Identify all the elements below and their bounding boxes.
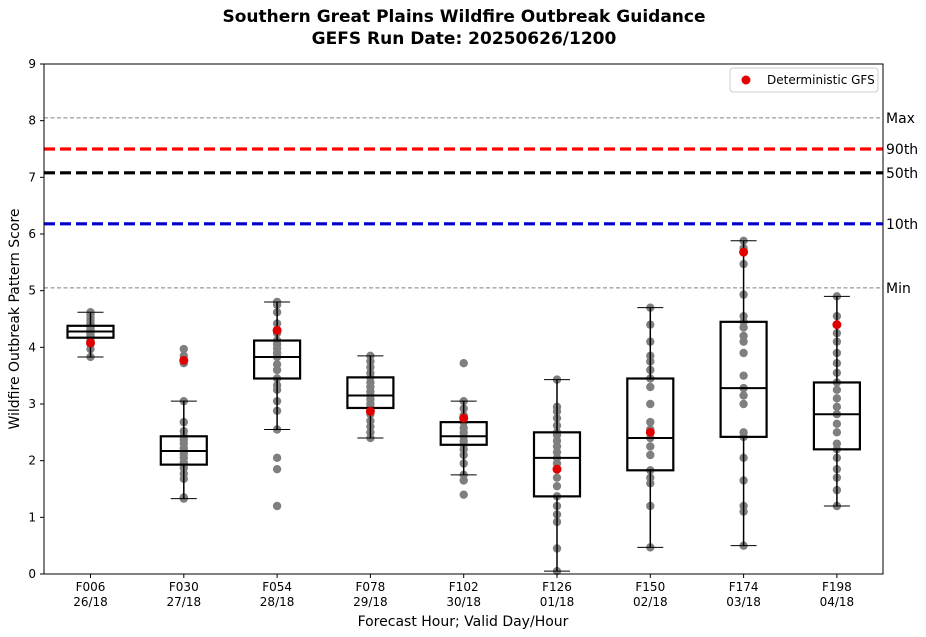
x-tick-label-hour: F150: [635, 580, 665, 594]
member-point: [646, 382, 655, 392]
x-tick-label-hour: F006: [76, 580, 106, 594]
member-point: [552, 473, 562, 482]
legend-marker: [741, 75, 751, 85]
member-point: [552, 481, 562, 491]
member-point: [739, 428, 748, 437]
member-point: [832, 428, 842, 437]
x-tick-label-hour: F078: [355, 580, 385, 594]
x-tick-label-hour: F030: [169, 580, 199, 594]
deterministic-gfs-point: [832, 320, 842, 330]
legend-label: Deterministic GFS: [767, 73, 875, 87]
member-point: [272, 464, 282, 474]
member-point: [832, 402, 842, 412]
box: [626, 377, 675, 472]
box: [719, 320, 768, 438]
member-point: [832, 439, 842, 448]
y-tick-label: 6: [28, 227, 36, 241]
legend: Deterministic GFS: [729, 67, 879, 93]
member-point: [459, 359, 468, 368]
y-tick-label: 0: [28, 567, 36, 581]
member-point: [832, 419, 842, 429]
member-point: [739, 399, 748, 409]
reference-label-50th: 50th: [886, 166, 918, 182]
box: [812, 381, 862, 451]
member-point: [272, 360, 282, 369]
x-tick-label-hour: F126: [542, 580, 572, 594]
y-tick-label: 5: [28, 284, 36, 298]
deterministic-gfs-point: [272, 325, 282, 335]
member-point: [646, 442, 655, 451]
deterministic-gfs-point: [86, 338, 95, 348]
x-tick-label-valid: 26/18: [73, 595, 108, 609]
x-tick-label-valid: 27/18: [167, 595, 202, 609]
y-tick-label: 3: [28, 397, 36, 411]
x-tick-label-valid: 28/18: [260, 595, 295, 609]
x-tick-label-valid: 01/18: [540, 595, 575, 609]
deterministic-gfs-point: [459, 413, 469, 423]
x-tick-label-valid: 02/18: [633, 595, 668, 609]
y-axis-label: Wildfire Outbreak Pattern Score: [7, 208, 23, 429]
member-point: [739, 371, 748, 380]
x-tick-label-hour: F054: [262, 580, 292, 594]
box-plots: [66, 240, 862, 572]
member-point: [739, 331, 748, 341]
deterministic-gfs-point: [645, 427, 655, 437]
x-tick-label-hour: F102: [449, 580, 479, 594]
y-tick-label: 8: [28, 114, 36, 128]
member-point: [832, 385, 842, 395]
box: [253, 339, 302, 380]
x-tick-label-valid: 29/18: [353, 595, 388, 609]
x-tick-label-valid: 03/18: [726, 595, 761, 609]
x-tick-label-hour: F174: [729, 580, 759, 594]
deterministic-gfs-point: [365, 406, 375, 416]
member-point: [179, 344, 188, 354]
member-point: [272, 453, 282, 463]
member-point: [459, 490, 468, 499]
member-point: [646, 450, 655, 460]
x-tick-label-valid: 04/18: [820, 595, 855, 609]
chart-title: Southern Great Plains Wildfire Outbreak …: [223, 7, 706, 27]
y-axis: 0 1 2 3 4 5 6 7 8 9: [28, 57, 44, 581]
member-point: [739, 348, 748, 358]
x-tick-label-hour: F198: [822, 580, 852, 594]
x-tick-label-valid: 30/18: [446, 595, 481, 609]
x-axis-label: Forecast Hour; Valid Day/Hour: [358, 614, 569, 630]
member-point: [832, 394, 842, 403]
y-tick-label: 4: [28, 340, 36, 354]
chart-subtitle: GEFS Run Date: 20250626/1200: [312, 29, 617, 49]
reference-label-max: Max: [886, 111, 915, 127]
member-point: [646, 399, 655, 409]
member-point: [646, 417, 655, 427]
y-tick-label: 7: [28, 170, 36, 184]
reference-label-90th: 90th: [886, 142, 918, 158]
box: [532, 431, 582, 498]
reference-label-10th: 10th: [886, 217, 918, 233]
reference-lines: Max 90th 50th 10th Min: [44, 111, 918, 297]
deterministic-points: [86, 247, 842, 474]
deterministic-gfs-point: [739, 247, 749, 257]
y-tick-label: 9: [28, 57, 36, 71]
member-point: [272, 501, 282, 511]
y-tick-label: 2: [28, 454, 36, 468]
deterministic-gfs-point: [552, 464, 562, 474]
deterministic-gfs-point: [179, 355, 189, 365]
reference-label-min: Min: [886, 281, 911, 297]
y-tick-label: 1: [28, 510, 36, 524]
member-point: [739, 391, 748, 400]
legend-frame: [729, 67, 879, 93]
